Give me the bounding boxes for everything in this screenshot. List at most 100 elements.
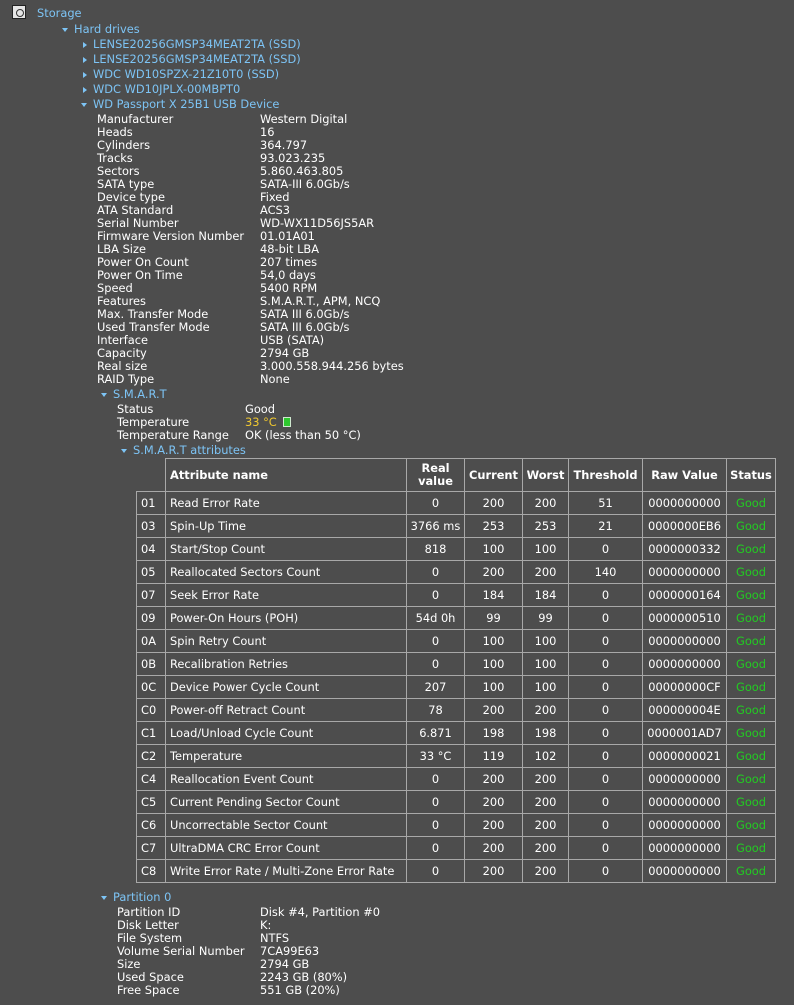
attribute-id: C0 xyxy=(136,698,166,722)
prop-value: SATA III 6.0Gb/s xyxy=(260,320,350,334)
worst-value: 99 xyxy=(522,606,569,630)
smart-status-label: Status xyxy=(117,402,154,416)
current-value: 200 xyxy=(464,790,523,814)
expand-arrow-icon[interactable] xyxy=(83,86,87,93)
prop-value: 5.860.463.805 xyxy=(260,164,344,178)
worst-value: 253 xyxy=(522,514,569,538)
status-value: Good xyxy=(726,606,776,630)
current-value: 100 xyxy=(464,629,523,653)
smart-attributes-table: Attribute name Real value Current Worst … xyxy=(136,458,776,883)
prop-value: 2794 GB xyxy=(260,346,310,360)
prop-label: Tracks xyxy=(97,151,133,165)
threshold-value: 0 xyxy=(568,790,643,814)
prop-value: 01.01A01 xyxy=(260,229,315,243)
prop-label: Real size xyxy=(97,359,148,373)
tree-node-smart[interactable]: S.M.A.R.T xyxy=(101,388,167,401)
real-value: 6.871 xyxy=(406,721,465,745)
tree-node-partition[interactable]: Partition 0 xyxy=(101,891,171,904)
attribute-name: Spin-Up Time xyxy=(165,514,407,538)
table-row: C6 Uncorrectable Sector Count 0 200 200 0 0000… xyxy=(136,813,776,837)
prop-label: Partition ID xyxy=(117,905,181,919)
current-value: 253 xyxy=(464,514,523,538)
worst-value: 200 xyxy=(522,767,569,791)
tree-node-hard-drives[interactable]: Hard drives xyxy=(62,23,140,36)
prop-label: Manufacturer xyxy=(97,112,174,126)
raw-value: 0000000000 xyxy=(642,859,727,883)
tree-node-drive[interactable]: WDC WD10SPZX-21Z10T0 (SSD) xyxy=(83,68,279,81)
prop-label: Size xyxy=(117,957,141,971)
threshold-value: 0 xyxy=(568,629,643,653)
table-row: 03 Spin-Up Time 3766 ms 253 253 21 0000000EB6 G… xyxy=(136,514,776,538)
table-row: C2 Temperature 33 °C 119 102 0 0000000021 Good xyxy=(136,744,776,768)
expand-arrow-icon[interactable] xyxy=(83,56,87,63)
expand-arrow-icon[interactable] xyxy=(83,71,87,78)
threshold-value: 21 xyxy=(568,514,643,538)
prop-label: ATA Standard xyxy=(97,203,174,217)
attribute-name: Spin Retry Count xyxy=(165,629,407,653)
prop-label: Volume Serial Number xyxy=(117,944,245,958)
smart-label: S.M.A.R.T xyxy=(113,387,167,401)
prop-value: SATA III 6.0Gb/s xyxy=(260,307,350,321)
prop-value: S.M.A.R.T., APM, NCQ xyxy=(260,294,381,308)
table-row: 0A Spin Retry Count 0 100 100 0 0000000000 Good xyxy=(136,629,776,653)
smart-temp-label: Temperature xyxy=(117,415,190,429)
real-value: 78 xyxy=(406,698,465,722)
column-header: Real value xyxy=(406,458,465,492)
raw-value: 000000004E xyxy=(642,698,727,722)
raw-value: 0000000164 xyxy=(642,583,727,607)
worst-value: 200 xyxy=(522,491,569,515)
prop-label: RAID Type xyxy=(97,372,155,386)
current-value: 119 xyxy=(464,744,523,768)
tree-node-drive[interactable]: LENSE20256GMSP34MEAT2TA (SSD) xyxy=(83,53,301,66)
collapse-arrow-icon[interactable] xyxy=(101,895,107,900)
collapse-arrow-icon[interactable] xyxy=(81,102,87,107)
collapse-arrow-icon[interactable] xyxy=(121,448,127,453)
threshold-value: 0 xyxy=(568,606,643,630)
threshold-value: 0 xyxy=(568,744,643,768)
tree-node-drive-expanded[interactable]: WD Passport X 25B1 USB Device xyxy=(81,98,279,111)
tree-node-drive[interactable]: LENSE20256GMSP34MEAT2TA (SSD) xyxy=(83,38,301,51)
smart-status-value: Good xyxy=(245,402,275,416)
current-value: 200 xyxy=(464,813,523,837)
header-corner xyxy=(137,459,166,492)
prop-label: Sectors xyxy=(97,164,140,178)
attribute-name: UltraDMA CRC Error Count xyxy=(165,836,407,860)
smart-table-body: 01 Read Error Rate 0 200 200 51 0000000000 Good… xyxy=(136,491,776,883)
current-value: 100 xyxy=(464,675,523,699)
tree-node-storage[interactable]: Storage xyxy=(37,7,82,20)
smart-attributes-label: S.M.A.R.T attributes xyxy=(133,443,246,457)
current-value: 198 xyxy=(464,721,523,745)
prop-value: 2243 GB (80%) xyxy=(260,970,348,984)
threshold-value: 51 xyxy=(568,491,643,515)
prop-value: None xyxy=(260,372,290,386)
temperature-gauge-icon xyxy=(282,417,291,427)
threshold-value: 0 xyxy=(568,767,643,791)
prop-label: Free Space xyxy=(117,983,180,997)
tree-node-drive[interactable]: WDC WD10JPLX-00MBPT0 xyxy=(83,83,240,96)
table-row: 05 Reallocated Sectors Count 0 200 200 140 000… xyxy=(136,560,776,584)
attribute-id: C7 xyxy=(136,836,166,860)
prop-label: Device type xyxy=(97,190,166,204)
status-value: Good xyxy=(726,583,776,607)
tree-node-smart-attributes[interactable]: S.M.A.R.T attributes xyxy=(121,444,246,457)
prop-label: LBA Size xyxy=(97,242,146,256)
expand-arrow-icon[interactable] xyxy=(83,41,87,48)
drive-label: WDC WD10JPLX-00MBPT0 xyxy=(93,82,241,96)
prop-value: 54,0 days xyxy=(260,268,316,282)
prop-value: 7CA99E63 xyxy=(260,944,320,958)
prop-label: File System xyxy=(117,931,183,945)
real-value: 207 xyxy=(406,675,465,699)
collapse-arrow-icon[interactable] xyxy=(62,27,68,32)
worst-value: 200 xyxy=(522,560,569,584)
prop-label: Heads xyxy=(97,125,133,139)
column-header: Raw Value xyxy=(642,458,727,492)
real-value: 0 xyxy=(406,836,465,860)
table-row: C4 Reallocation Event Count 0 200 200 0 000000… xyxy=(136,767,776,791)
prop-value: K: xyxy=(260,918,272,932)
attribute-name: Device Power Cycle Count xyxy=(165,675,407,699)
prop-value: 3.000.558.944.256 bytes xyxy=(260,359,404,373)
worst-value: 102 xyxy=(522,744,569,768)
attribute-id: 09 xyxy=(136,606,166,630)
table-row: C1 Load/Unload Cycle Count 6.871 198 198 0 000… xyxy=(136,721,776,745)
collapse-arrow-icon[interactable] xyxy=(101,392,107,397)
